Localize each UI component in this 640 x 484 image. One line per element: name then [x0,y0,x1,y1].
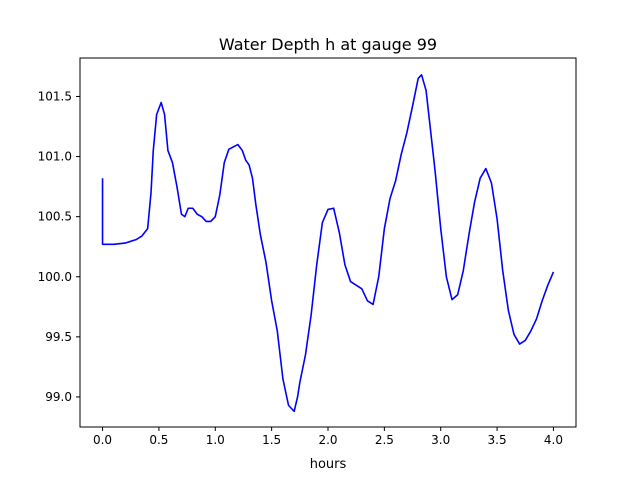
x-tick-label: 1.5 [262,433,281,447]
y-tick-label: 99.5 [45,330,72,344]
plot-frame [79,57,577,428]
x-tick-label: 3.5 [488,433,507,447]
x-tick-label: 3.0 [431,433,450,447]
y-tick-label: 101.5 [38,89,72,103]
plot-area: 0.0 0.5 1.0 1.5 2.0 2.5 3.0 3.5 4.0 99.0 99.5 100.… [38,57,577,447]
x-tick-label: 2.5 [375,433,394,447]
x-tick-label: 2.0 [318,433,337,447]
x-tick-label: 4.0 [544,433,563,447]
y-ticks: 99.0 99.5 100.0 100.5 101.0 101.5 [38,89,80,404]
chart-title: Water Depth h at gauge 99 [219,35,437,54]
y-tick-label: 99.0 [45,390,72,404]
y-tick-label: 100.5 [38,210,72,224]
x-tick-label: 0.0 [93,433,112,447]
series-layer [101,74,555,413]
x-axis-label: hours [310,457,347,472]
series-line-0 [101,74,555,413]
x-tick-label: 1.0 [206,433,225,447]
y-tick-label: 100.0 [38,270,72,284]
plot-background [80,58,576,427]
x-ticks: 0.0 0.5 1.0 1.5 2.0 2.5 3.0 3.5 4.0 [93,427,563,447]
x-tick-label: 0.5 [149,433,168,447]
y-tick-label: 101.0 [38,150,72,164]
